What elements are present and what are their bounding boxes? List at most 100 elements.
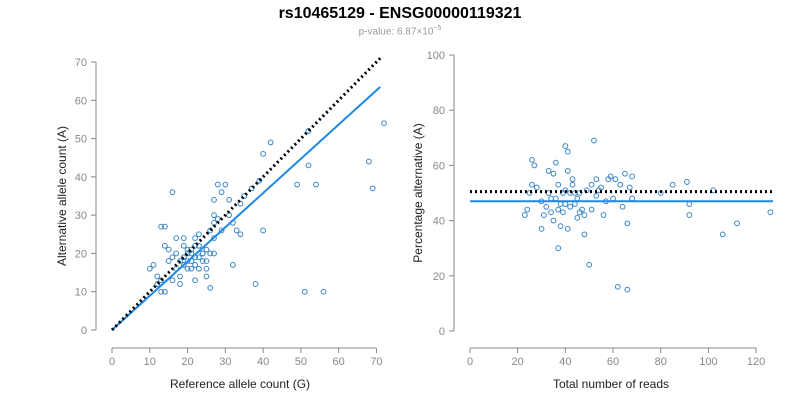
left-data-point <box>218 227 225 234</box>
left-data-point <box>203 273 210 280</box>
right-x-axis-label: Total number of reads <box>553 377 669 391</box>
right-data-point <box>669 181 676 188</box>
right-y-tick-label: 80 <box>433 105 445 117</box>
left-y-axis-label: Alternative allele count (A) <box>55 126 69 266</box>
left-data-point <box>211 250 217 257</box>
left-reference-line <box>110 57 382 332</box>
right-data-point <box>612 176 619 183</box>
left-y-tick-label: 40 <box>75 172 87 184</box>
left-data-point <box>313 181 319 188</box>
right-data-point <box>607 173 614 180</box>
right-data-point <box>686 212 693 218</box>
left-data-point <box>146 265 153 272</box>
right-data-point <box>524 206 531 213</box>
left-data-point <box>161 223 168 230</box>
right-x-tick-label: 120 <box>747 356 765 368</box>
left-data-point <box>218 189 225 196</box>
left-data-point <box>305 162 312 169</box>
right-data-point <box>591 137 597 144</box>
left-data-point <box>158 288 165 295</box>
left-x-tick-label: 50 <box>295 356 307 368</box>
right-data-point <box>593 176 600 183</box>
left-data-point <box>237 231 244 238</box>
right-data-point <box>557 201 564 207</box>
left-data-point <box>177 273 183 280</box>
left-data-point <box>154 281 161 287</box>
left-data-point <box>222 181 229 188</box>
right-data-point <box>593 192 600 199</box>
left-x-tick-label: 70 <box>370 356 382 368</box>
right-data-point <box>624 220 631 227</box>
right-data-point <box>531 162 538 169</box>
left-data-point <box>180 235 187 242</box>
left-data-point <box>207 250 214 257</box>
right-data-point <box>529 156 535 163</box>
right-x-tick-label: 100 <box>699 356 717 368</box>
left-data-point <box>188 246 195 253</box>
left-data-point <box>177 258 183 264</box>
right-data-point <box>550 170 557 177</box>
left-x-tick-label: 40 <box>257 356 269 368</box>
left-data-point <box>203 246 210 253</box>
right-data-point <box>719 231 726 238</box>
right-data-point <box>626 184 633 191</box>
left-data-point <box>195 265 202 272</box>
right-data-point <box>581 212 588 218</box>
left-y-tick-label: 20 <box>75 248 87 260</box>
right-data-point <box>555 245 562 252</box>
left-data-point <box>195 231 202 238</box>
left-data-point <box>241 193 248 199</box>
left-data-point <box>267 139 274 146</box>
right-data-point <box>541 212 547 218</box>
right-data-point <box>545 168 552 174</box>
left-x-tick-label: 0 <box>109 356 115 368</box>
left-data-point <box>180 242 187 249</box>
left-data-point <box>252 281 259 287</box>
left-data-point <box>173 250 180 257</box>
right-data-point <box>734 220 740 227</box>
right-data-point <box>617 181 624 188</box>
left-data-point <box>214 181 221 188</box>
left-data-point <box>195 242 202 249</box>
left-data-point <box>305 128 312 134</box>
left-data-point <box>203 265 210 272</box>
left-data-point <box>161 242 168 249</box>
right-data-point <box>581 231 588 238</box>
left-data-point <box>158 277 165 284</box>
right-data-point <box>521 212 528 218</box>
left-x-axis-label: Reference allele count (G) <box>170 377 310 391</box>
left-data-point <box>177 281 183 287</box>
left-y-tick-label: 60 <box>75 95 87 107</box>
left-data-point <box>158 223 165 230</box>
left-data-point <box>294 181 301 188</box>
right-data-point <box>564 225 571 232</box>
pvalue-subtitle: p-value: 6.87×10−5 <box>0 25 800 37</box>
right-x-tick-label: 60 <box>607 356 619 368</box>
left-data-point <box>226 196 233 203</box>
left-x-tick-label: 30 <box>219 356 231 368</box>
left-data-point <box>301 288 308 295</box>
figure-title: rs10465129 - ENSG00000119321 <box>278 5 522 22</box>
right-data-point <box>562 143 569 149</box>
right-x-tick-label: 80 <box>655 356 667 368</box>
right-data-point <box>560 209 566 216</box>
left-data-point <box>211 196 217 203</box>
right-x-tick-label: 40 <box>559 356 571 368</box>
left-data-point <box>199 250 206 257</box>
left-data-point <box>207 284 214 291</box>
right-data-point <box>686 201 693 207</box>
right-data-point <box>552 195 559 202</box>
right-data-point <box>543 203 550 210</box>
left-x-tick-label: 60 <box>333 356 345 368</box>
right-data-point <box>619 203 626 210</box>
left-fit-line <box>111 86 381 331</box>
left-y-tick-label: 30 <box>75 210 87 222</box>
left-data-point <box>161 288 168 295</box>
right-y-tick-label: 60 <box>433 160 445 172</box>
right-data-point <box>586 261 593 268</box>
right-data-point <box>576 190 583 196</box>
left-data-point <box>169 254 176 261</box>
left-x-tick-label: 20 <box>181 356 193 368</box>
left-data-point <box>169 189 176 196</box>
